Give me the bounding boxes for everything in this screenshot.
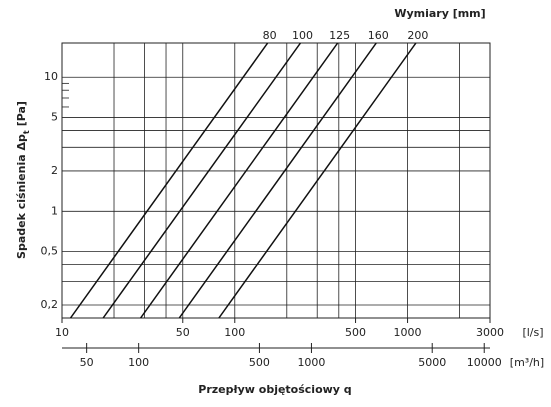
series-label: 125 xyxy=(329,29,350,42)
y-tick-label: 1 xyxy=(51,204,58,217)
series-label: 80 xyxy=(263,29,277,42)
x2-tick-label: 5000 xyxy=(418,356,446,369)
legend-title: Wymiary [mm] xyxy=(394,7,485,20)
y-tick-label: 5 xyxy=(51,111,58,124)
x2-tick-label: 50 xyxy=(80,356,94,369)
y-tick-label: 0,5 xyxy=(41,245,59,258)
x-tick-label: 3000 xyxy=(476,326,504,339)
y-tick-label: 2 xyxy=(51,164,58,177)
y-title-unit: [Pa] xyxy=(15,101,28,126)
y-title-sub: t xyxy=(22,130,31,134)
x-tick-label: 10 xyxy=(55,326,69,339)
y-axis-title: Spadek ciśnienia Δpt [Pa] xyxy=(15,101,31,259)
series-label: 200 xyxy=(407,29,428,42)
series-line xyxy=(139,43,339,318)
series-line xyxy=(218,43,417,318)
x-unit: [l/s] xyxy=(522,326,543,339)
x2-tick-label: 500 xyxy=(249,356,270,369)
series-label: 100 xyxy=(292,29,313,42)
y-tick-label: 10 xyxy=(44,70,58,83)
y-title-main: Spadek ciśnienia Δp xyxy=(15,134,28,259)
x-tick-label: 100 xyxy=(224,326,245,339)
series-line xyxy=(102,43,302,318)
plot-frame xyxy=(61,42,491,319)
x-tick-label: 1000 xyxy=(394,326,422,339)
series-line xyxy=(178,43,377,318)
series-label: 160 xyxy=(368,29,389,42)
x2-unit: [m³/h] xyxy=(510,356,544,369)
x-axis-title: Przepływ objętościowy q xyxy=(198,383,351,396)
x-tick-label: 50 xyxy=(176,326,190,339)
series-line xyxy=(69,43,269,318)
x2-tick-label: 1000 xyxy=(297,356,325,369)
y-tick-label: 0,2 xyxy=(41,298,59,311)
x2-tick-label: 10000 xyxy=(467,356,502,369)
x2-tick-label: 100 xyxy=(128,356,149,369)
x-tick-label: 500 xyxy=(345,326,366,339)
